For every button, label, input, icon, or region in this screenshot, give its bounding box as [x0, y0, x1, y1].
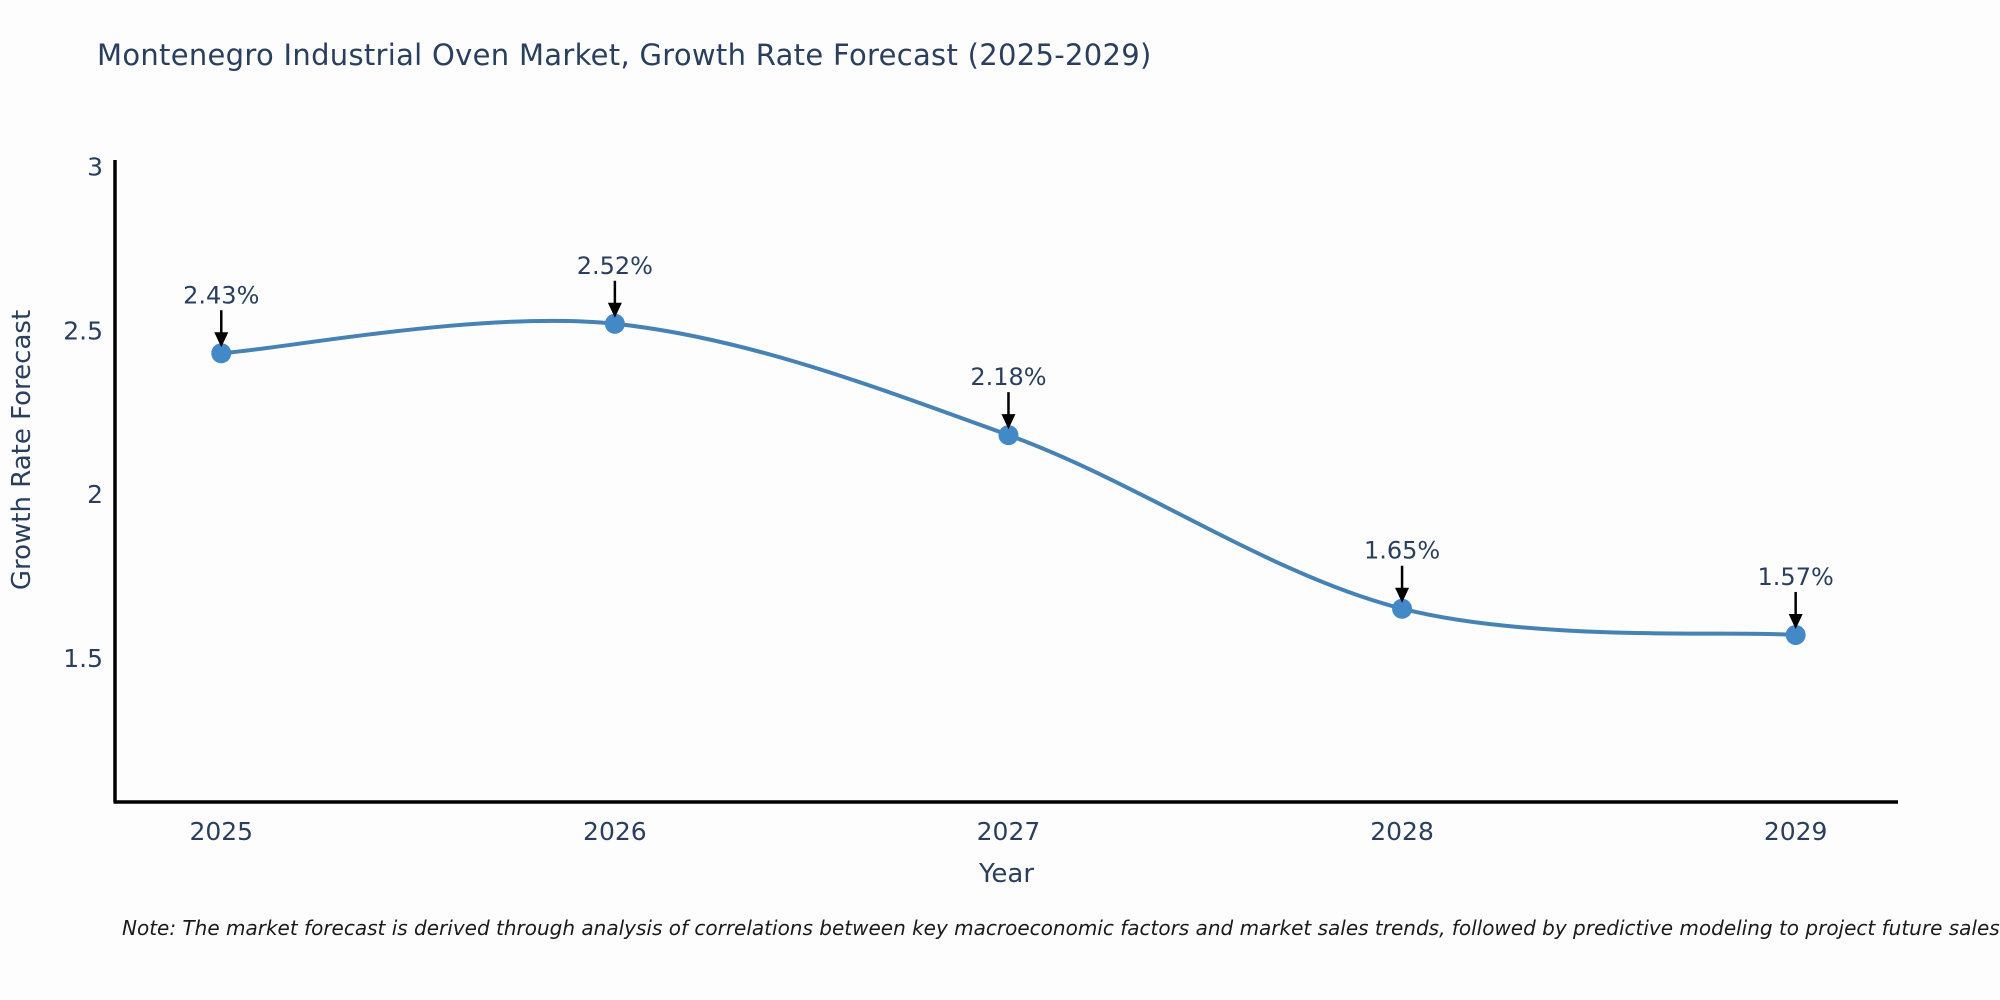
- y-axis-title: Growth Rate Forecast: [7, 310, 37, 590]
- x-axis-title: Year: [978, 859, 1034, 889]
- data-point: [1392, 598, 1413, 619]
- data-point-label: 1.65%: [1364, 537, 1440, 565]
- x-tick-label: 2027: [977, 817, 1041, 846]
- chart-title: Montenegro Industrial Oven Market, Growt…: [97, 38, 1152, 72]
- annotation-arrow-head: [1001, 414, 1016, 430]
- data-point-label: 2.18%: [970, 363, 1046, 391]
- data-point-label: 1.57%: [1758, 563, 1834, 591]
- annotation-arrow-head: [1788, 613, 1803, 629]
- data-point: [604, 313, 625, 334]
- x-tick-label: 2028: [1370, 817, 1434, 846]
- chart-note: Note: The market forecast is derived thr…: [122, 916, 2000, 940]
- y-tick-label: 2.5: [63, 316, 103, 345]
- annotation-arrow-head: [214, 332, 229, 348]
- x-tick-label: 2029: [1764, 817, 1828, 846]
- data-point-label: 2.43%: [183, 281, 259, 309]
- data-point-label: 2.52%: [577, 252, 653, 280]
- annotation-arrow-head: [1395, 587, 1410, 603]
- data-point: [998, 425, 1019, 446]
- y-tick-label: 1.5: [63, 644, 103, 673]
- y-tick-label: 2: [87, 480, 103, 509]
- data-point: [1785, 624, 1806, 645]
- y-tick-label: 3: [87, 153, 103, 182]
- annotation-arrow-head: [607, 302, 622, 318]
- x-tick-label: 2026: [583, 817, 647, 846]
- data-point: [211, 343, 232, 364]
- x-tick-label: 2025: [189, 817, 253, 846]
